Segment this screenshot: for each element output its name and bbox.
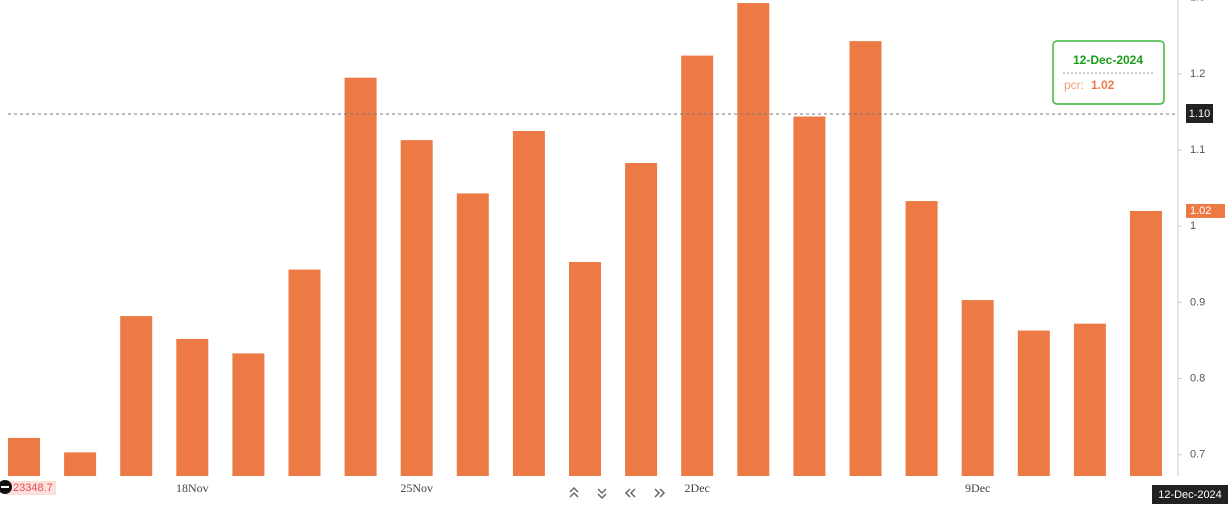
bottom-left-label: 23348.7 [13,482,53,494]
crosshair-badge [1186,104,1213,123]
bar [512,130,545,477]
nav-buttons [569,486,666,500]
tooltip: 12-Dec-2024 pcr: 1.02 [1052,40,1165,105]
bar [344,77,377,476]
tooltip-name: pcr: [1064,78,1084,92]
bar [625,162,658,476]
x-tick-label: 18Nov [176,481,209,495]
last-value-label: 1.02 [1190,205,1211,217]
y-tick-label: 0.9 [1190,296,1205,308]
bar [8,437,40,476]
bottom-right-badge [1152,485,1228,504]
bar [793,116,826,476]
x-tick-label: 2Dec [685,481,710,495]
tooltip-date: 12-Dec-2024 [1073,53,1143,67]
bar [737,3,770,477]
last-value-badge [1186,203,1225,218]
bottom-right-label: 12-Dec-2024 [1158,489,1222,501]
bottom-left-badge [6,481,56,495]
scroll-right[interactable] [654,488,666,498]
bar [1017,330,1050,476]
bar [176,338,209,476]
y-tick-label: 0.8 [1190,372,1205,384]
bar [905,201,938,477]
bar [681,55,714,476]
bar [232,353,265,476]
scroll-left[interactable] [624,488,636,498]
bar [456,193,489,476]
tooltip-value: 1.02 [1091,78,1115,92]
bar [400,140,433,476]
bar [961,300,994,476]
bar [64,452,97,476]
bar [1073,323,1106,476]
bar [120,316,153,476]
y-tick-label: 1.2 [1190,68,1205,80]
y-tick-label: 1.3 [1190,0,1205,4]
scroll-up[interactable] [569,486,579,498]
y-tick-label: 1 [1190,220,1196,232]
crosshair-label: 1.10 [1189,108,1210,120]
x-tick-label: 25Nov [400,481,433,495]
x-tick-label: 9Dec [965,481,990,495]
bars [8,3,1162,477]
y-tick-label: 1.1 [1190,144,1205,156]
scroll-down[interactable] [597,488,607,500]
bar [849,41,882,476]
y-tick-label: 0.7 [1190,449,1205,461]
bar [1130,210,1162,476]
bar [569,261,601,476]
bar [288,269,321,476]
